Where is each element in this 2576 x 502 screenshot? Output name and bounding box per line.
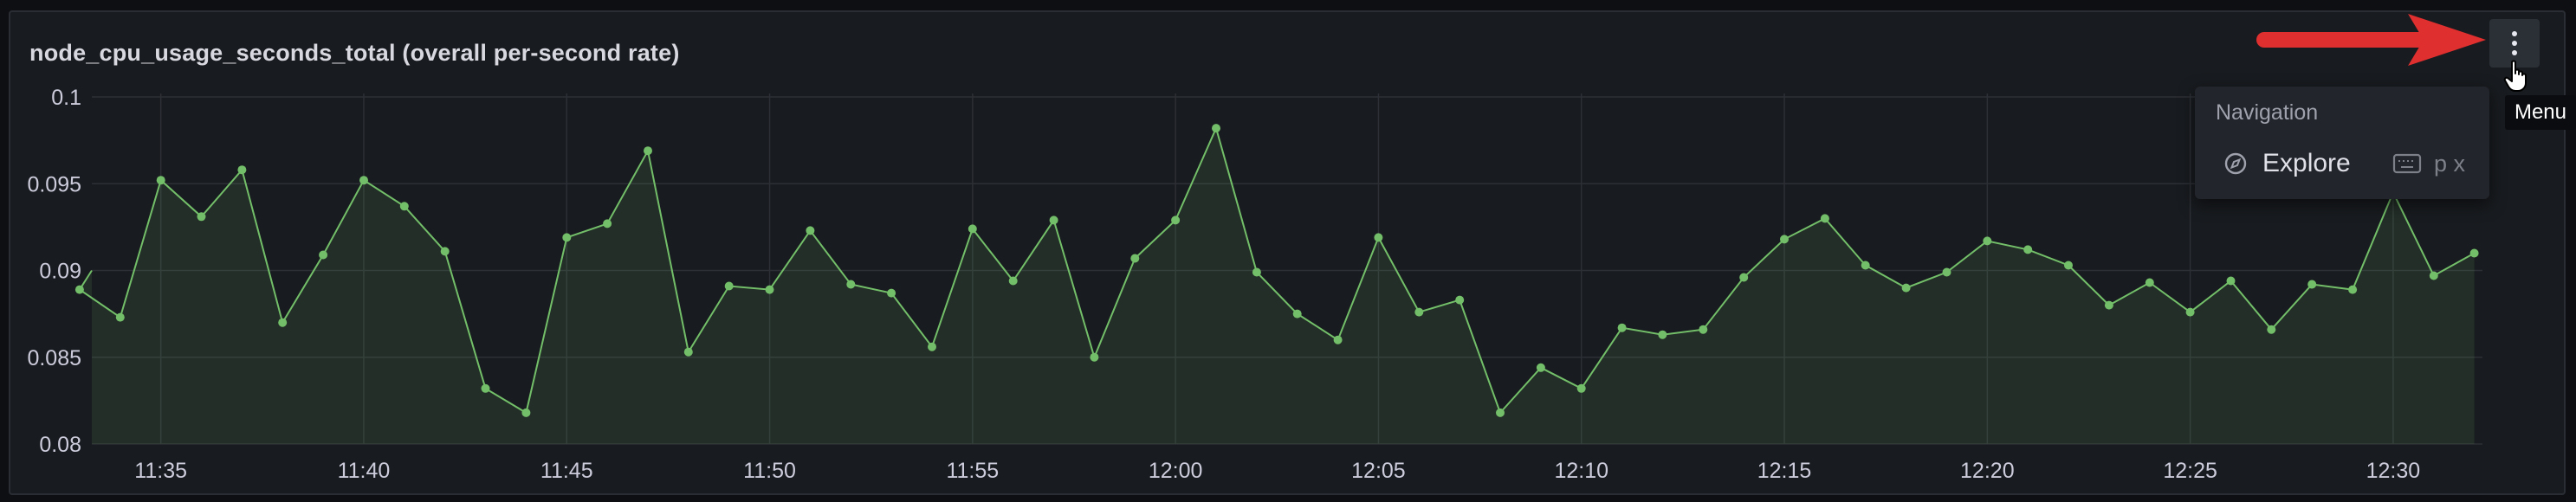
data-point (1414, 307, 1424, 317)
y-tick-label: 0.09 (39, 260, 81, 284)
compass-icon (2224, 152, 2247, 175)
data-point (1049, 216, 1058, 225)
x-tick-label: 12:10 (1554, 459, 1608, 483)
data-point (846, 280, 856, 289)
data-point (1496, 408, 1505, 417)
data-point (1455, 295, 1465, 305)
data-point (1820, 214, 1829, 223)
data-point (1171, 216, 1181, 225)
data-point (1212, 124, 1220, 133)
vertical-dots-icon-dot (2512, 50, 2517, 55)
panel-menu-button[interactable] (2489, 19, 2540, 68)
x-tick-label: 11:35 (134, 459, 187, 483)
data-point (1699, 325, 1708, 334)
series-points (74, 124, 2479, 417)
data-point (278, 318, 288, 327)
data-point (765, 285, 774, 294)
data-point (562, 233, 572, 242)
x-tick-label: 12:05 (1351, 459, 1406, 483)
menu-item-shortcut: p x (2434, 151, 2466, 177)
data-point (724, 281, 734, 291)
data-point (2226, 276, 2236, 286)
data-point (1739, 273, 1749, 282)
data-point (1130, 254, 1140, 263)
x-tick-label: 12:25 (2163, 459, 2217, 483)
data-point (1292, 309, 1302, 319)
data-point (2185, 307, 2195, 317)
vertical-dots-icon (2512, 31, 2517, 36)
data-point (928, 342, 936, 351)
y-tick-label: 0.085 (27, 346, 81, 370)
data-point (2104, 300, 2113, 310)
menu-section-heading: Navigation (2216, 100, 2319, 125)
data-point (644, 146, 652, 156)
hand-cursor-icon (2503, 60, 2527, 92)
data-point (319, 250, 328, 260)
panel-title: node_cpu_usage_seconds_total (overall pe… (29, 40, 680, 66)
data-point (683, 347, 693, 357)
data-point (74, 285, 84, 294)
x-tick-label: 12:00 (1149, 459, 1203, 483)
data-point (1658, 330, 1667, 339)
data-point (1861, 261, 1870, 270)
panel-menu-dropdown: Navigation Explore p x (2195, 87, 2489, 199)
data-point (2145, 278, 2154, 287)
data-point (1780, 235, 1789, 244)
series-area-fill (79, 128, 2475, 444)
data-point (521, 408, 531, 417)
graph-panel: node_cpu_usage_seconds_total (overall pe… (9, 10, 2566, 495)
vertical-dots-icon-dot (2512, 41, 2517, 46)
menu-tooltip: Menu (2505, 95, 2576, 130)
data-point (2023, 245, 2033, 254)
data-point (440, 247, 450, 256)
y-tick-label: 0.08 (39, 433, 81, 457)
data-point (359, 176, 368, 185)
y-tick-label: 0.095 (27, 172, 81, 196)
data-point (1983, 236, 1992, 246)
keyboard-icon (2392, 153, 2422, 174)
data-point (1333, 335, 1343, 344)
x-tick-label: 12:20 (1960, 459, 2015, 483)
x-tick-label: 12:30 (2366, 459, 2421, 483)
data-point (237, 165, 247, 175)
x-tick-label: 11:50 (743, 459, 796, 483)
y-axis-ticks: 0.08 0.085 0.09 0.095 0.1 (27, 86, 81, 457)
data-point (156, 176, 165, 185)
data-point (1374, 233, 1383, 242)
menu-item-label: Explore (2262, 149, 2351, 177)
data-point (806, 226, 815, 235)
data-point (481, 383, 490, 393)
x-tick-label: 11:40 (338, 459, 391, 483)
red-arrow-annotation (2256, 14, 2486, 66)
data-point (2469, 248, 2479, 258)
data-point (1901, 283, 1911, 293)
data-point (2307, 280, 2317, 289)
data-point (1942, 267, 1951, 277)
x-tick-label: 11:55 (946, 459, 999, 483)
x-tick-label: 11:45 (540, 459, 593, 483)
data-point (2348, 285, 2358, 294)
data-point (1252, 267, 1261, 277)
data-point (1008, 276, 1018, 286)
data-point (1536, 363, 1545, 372)
data-point (115, 312, 125, 322)
data-point (887, 288, 896, 298)
data-point (2064, 261, 2073, 270)
y-tick-label: 0.1 (51, 86, 81, 110)
x-tick-label: 12:15 (1757, 459, 1812, 483)
data-point (2267, 325, 2276, 334)
menu-item-explore[interactable]: Explore p x (2195, 138, 2489, 187)
data-point (197, 212, 206, 222)
data-point (1617, 323, 1627, 332)
data-point (1090, 352, 1099, 362)
x-axis-ticks: 11:35 11:40 11:45 11:50 11:55 12:00 12:05 12:10… (134, 459, 2420, 483)
chart-grid (92, 93, 2482, 445)
data-point (399, 202, 409, 211)
data-point (1576, 383, 1586, 393)
data-point (968, 224, 977, 234)
data-point (603, 219, 612, 228)
data-point (2429, 271, 2438, 280)
